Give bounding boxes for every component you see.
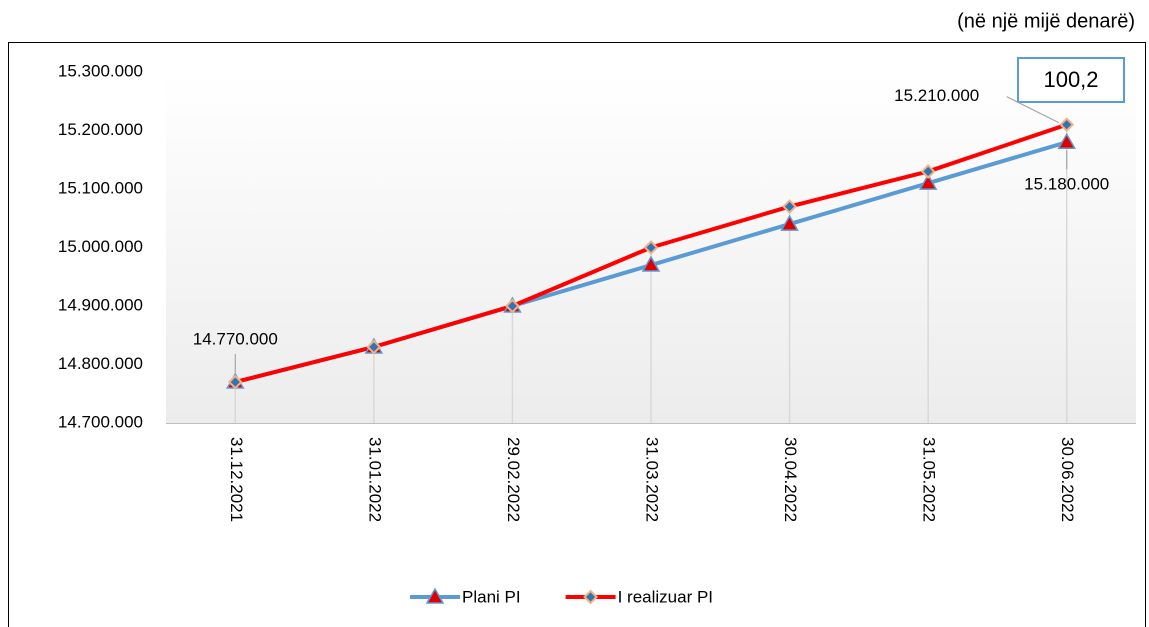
y-tick-label: 15.000.000 [58, 237, 143, 256]
x-tick-label: 29.02.2022 [504, 437, 523, 522]
leader-line [1006, 96, 1059, 124]
legend-item: Plani PI [410, 587, 521, 606]
y-tick-label: 14.700.000 [58, 412, 143, 431]
chart-border [8, 42, 1146, 627]
triangle-marker [641, 255, 661, 272]
x-tick-label: 31.03.2022 [643, 437, 662, 522]
diamond-marker [643, 240, 659, 255]
x-tick-label: 30.04.2022 [781, 437, 800, 522]
data-label: 15.210.000 [894, 86, 979, 105]
triangle-marker [918, 173, 938, 190]
diamond-marker [583, 589, 599, 605]
triangle-marker [1057, 132, 1077, 149]
diamond-marker [1059, 117, 1075, 133]
diamond-marker [505, 298, 520, 314]
data-label: 15.180.000 [1024, 175, 1109, 194]
data-label: 14.770.000 [193, 330, 278, 349]
y-tick-label: 15.100.000 [58, 178, 143, 197]
diamond-marker [920, 164, 936, 179]
triangle-marker [780, 214, 799, 231]
triangle-marker [425, 587, 445, 604]
y-tick-label: 14.800.000 [58, 354, 143, 373]
diamond-marker [227, 374, 243, 390]
diamond-marker [782, 199, 797, 214]
subtitle: (në një mijë denarë) [957, 10, 1135, 32]
legend-label: Plani PI [462, 587, 521, 606]
y-tick-label: 14.900.000 [58, 295, 143, 314]
x-tick-label: 31.05.2022 [920, 437, 939, 522]
annotation: 100,2 [1043, 67, 1098, 92]
x-tick-label: 31.12.2021 [227, 437, 246, 522]
x-tick-label: 31.01.2022 [365, 437, 384, 522]
annotation-box [1017, 57, 1125, 103]
legend-label: I realizuar PI [618, 587, 713, 606]
diamond-marker [366, 339, 382, 355]
x-tick-label: 30.06.2022 [1058, 437, 1077, 522]
legend-item: I realizuar PI [565, 587, 713, 606]
y-tick-label: 15.200.000 [58, 120, 143, 139]
y-tick-label: 15.300.000 [58, 61, 143, 80]
